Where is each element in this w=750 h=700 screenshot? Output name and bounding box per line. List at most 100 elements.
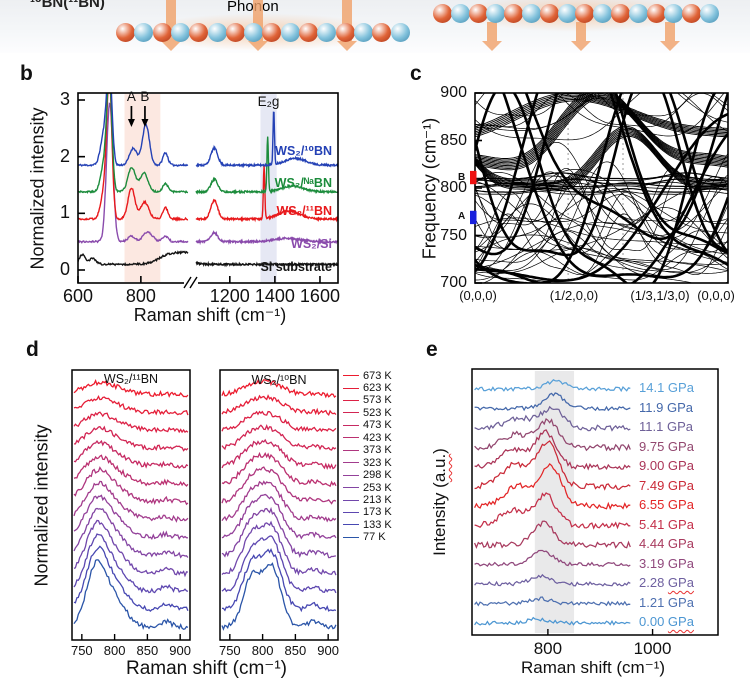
legend-entry: 473 K (343, 419, 417, 431)
panel-d-x-tick-label: 800 (103, 643, 126, 658)
legend-entry: 623 K (343, 382, 417, 394)
phonon-arrow-head (571, 41, 591, 51)
pressure-unit: GPa (667, 614, 694, 629)
panel-e-y-title-au: a.u. (430, 453, 449, 483)
nitrogen-atom (486, 4, 506, 23)
kpath-label: (0,0,0) (459, 288, 497, 303)
panel-b-y-tick-label: 1 (59, 202, 70, 223)
phonon-arrow (576, 22, 586, 41)
legend-entry: 173 K (343, 506, 417, 518)
panel-d-subplot-title: WS₂/¹⁰BN (251, 373, 307, 387)
series-label: WS₂/¹¹BN (276, 204, 332, 218)
legend-entry: 77 K (343, 531, 417, 543)
pressure-label: 6.55 GPa (639, 497, 717, 512)
pressure-label: 0.00 GPa (639, 614, 717, 629)
legend-line (343, 499, 359, 501)
panel-label-d: d (26, 338, 39, 361)
panel-d-y-axis-title: Normalized intensity (31, 424, 52, 587)
panel-e-x-axis-title: Raman shift (cm⁻¹) (520, 658, 666, 677)
pressure-label: 2.28 GPa (639, 575, 717, 590)
pressure-label: 4.44 GPa (639, 536, 717, 551)
pressure-unit: GPa (667, 458, 694, 473)
panel-d-subplot-title: WS₂/¹¹BN (103, 372, 159, 386)
legend-entry: 323 K (343, 457, 417, 469)
legend-label: 253 K (363, 481, 392, 494)
pressure-value: 11.9 (639, 399, 667, 415)
legend-label: 673 K (363, 369, 392, 382)
kpath-label: (1/3,1/3,0) (630, 288, 690, 303)
boron-atom (189, 23, 209, 42)
pressure-label: 3.19 GPa (639, 556, 717, 571)
legend-label: 77 K (363, 531, 386, 544)
pressure-value: 2.28 (639, 575, 668, 590)
phonon-arrow-head (660, 41, 680, 51)
pressure-value: 11.1 (639, 419, 667, 434)
pressure-label: 9.00 GPa (639, 458, 717, 473)
legend-line (343, 536, 359, 538)
pressure-label: 11.1 GPa (639, 419, 717, 434)
panel-e-x-tick-label: 1000 (633, 639, 672, 658)
pressure-value: 5.41 (639, 516, 668, 532)
phonon-arrow-head (337, 41, 357, 51)
panel-d-x-tick-label: 750 (70, 643, 93, 658)
panel-c-y-tick-label: 750 (440, 226, 467, 244)
legend-entry: 373 K (343, 444, 417, 456)
panel-label-b: b (20, 62, 33, 85)
legend-line (343, 412, 359, 414)
phonon-arrow (487, 22, 497, 41)
legend-label: 423 K (363, 431, 392, 444)
boron-atom (433, 4, 452, 23)
boron-atom (539, 4, 559, 23)
legend-label: 213 K (363, 494, 392, 506)
panel-c-y-tick-label: 800 (440, 179, 467, 196)
legend-line (343, 524, 359, 526)
boron-atom (575, 4, 595, 23)
phonon-arrow (253, 0, 263, 41)
legend-line (343, 375, 359, 377)
panel-b-x-tick-label: 1200 (209, 286, 250, 306)
nitrogen-atom (557, 4, 577, 23)
legend-line (343, 462, 359, 464)
boron-atom (468, 4, 488, 23)
panel-e-y-title-suffix: ) (430, 448, 449, 454)
boron-atom (646, 4, 666, 23)
panel-b-y-tick-label: 2 (59, 145, 70, 166)
nitrogen-atom (207, 23, 227, 42)
panel-c-y-tick-label: 850 (440, 131, 467, 149)
pressure-unit: GPa (667, 536, 694, 551)
panel-c-y-tick-label: 700 (440, 274, 467, 291)
pressure-value: 6.55 (639, 497, 668, 512)
legend-line (343, 474, 359, 476)
panel-label-e: e (426, 338, 438, 361)
panel-e-y-title-prefix: Intensity ( (430, 482, 449, 556)
nitrogen-atom (593, 4, 613, 23)
panel-d-x-axis-title: Raman shift (cm⁻¹) (126, 658, 287, 679)
boron-atom (335, 23, 355, 42)
nitrogen-atom (170, 23, 190, 42)
pressure-label: 9.75 GPa (639, 439, 717, 454)
panel-b-x-tick-label: 600 (62, 286, 94, 306)
panel-d-x-tick-label: 850 (136, 643, 159, 658)
boron-atom (611, 4, 630, 23)
phonon-arrow (342, 0, 352, 41)
phonon-arrow-head (482, 41, 502, 51)
nitrogen-atom (134, 23, 154, 42)
phonon-arrow-head (161, 41, 181, 51)
nitrogen-atom (628, 4, 648, 23)
pressure-value: 9.75 (639, 438, 668, 454)
boron-atom (152, 23, 172, 42)
legend-line (343, 449, 359, 451)
legend-label: 523 K (363, 406, 392, 419)
legend-entry: 298 K (343, 469, 417, 481)
legend-label: 373 K (363, 444, 392, 457)
pressure-label: 7.49 GPa (639, 478, 717, 493)
pressure-value: 1.21 (639, 594, 668, 610)
legend-label: 573 K (363, 394, 392, 407)
panel-a-crop: ¹⁰BN(¹¹BN) Phonon (0, 0, 750, 53)
boron-atom (262, 23, 282, 42)
legend-line (343, 399, 359, 401)
panel-d-x-tick-label: 900 (169, 643, 191, 658)
nitrogen-atom (353, 23, 373, 42)
pressure-unit: GPa (667, 380, 694, 395)
pressure-unit: GPa (667, 477, 694, 493)
